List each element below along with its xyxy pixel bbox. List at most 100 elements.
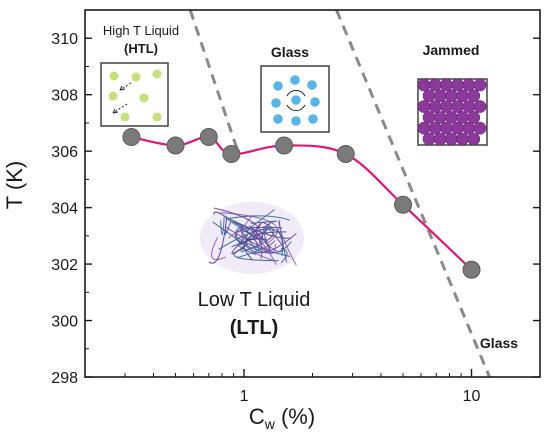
data-point [462,260,481,279]
htl-particle [152,69,162,79]
jammed-particle [462,100,476,113]
jammed-particle [456,132,469,146]
jammed-particle [417,121,431,135]
ltl-fiber [243,231,287,261]
jammed-particle [422,132,436,146]
ltl-fiber [231,234,249,255]
jammed-particle [456,89,469,103]
ltl-inset [200,202,304,274]
jammed-particle [433,89,447,103]
jammed-particle [445,111,458,124]
series-curve [131,135,473,271]
jammed-particle [451,78,464,92]
data-point [166,136,185,155]
htl-particle [131,72,141,82]
ltl-fiber [245,238,267,241]
ltl-fiber [232,220,291,239]
jammed-particle [433,132,447,146]
ltl-fiber [213,211,258,240]
jammed-particle [462,78,476,92]
ltl-fiber [224,225,271,250]
jammed-particle [462,121,476,135]
data-point [122,128,141,147]
glass-particle [291,95,301,105]
jammed-particle [445,89,458,103]
ltl-label: Low T Liquid [198,289,311,311]
jammed-particle [433,111,447,124]
htl-abbrev-label: (HTL) [124,41,158,56]
ltl-fiber [218,228,284,256]
htl-particle [109,71,119,81]
jammed-particle [467,132,481,146]
jammed-particle [467,89,481,103]
jammed-particle [445,132,458,146]
jammed-particle [422,111,436,124]
glass-particle [290,75,300,85]
jammed-particle [440,78,453,92]
data-point [394,195,413,214]
jammed-particle [417,100,431,113]
jammed-particle [417,78,431,92]
y-tick-label: 304 [51,201,78,218]
jammed-particle [428,100,442,113]
glass-particle [273,81,283,91]
ltl-fiber [280,248,288,264]
glass-particle [271,98,281,108]
glass-inset [260,65,330,133]
data-point [222,144,241,163]
glass-particle [310,97,320,107]
glass-particle [273,114,283,124]
y-tick-label: 302 [51,257,78,274]
jammed-particle [456,111,469,124]
jammed-particle [440,121,453,135]
htl-particle [108,91,118,101]
y-tick-label: 310 [51,31,78,48]
ltl-fiber [278,220,297,266]
data-point [275,136,294,155]
glass-particle [308,114,318,124]
y-tick-label: 300 [51,314,78,331]
ltl-fiber [252,232,297,254]
htl-inset [100,62,169,127]
jammed-particle [428,121,442,135]
phase-boundary-line [335,9,491,378]
htl-particle [120,112,130,122]
y-tick-label: 308 [51,88,78,105]
ltl-fiber [225,216,256,239]
ltl-fiber [245,209,275,232]
jammed-particle [440,100,453,113]
x-tick-label: 10 [463,388,481,405]
glass-particle [307,80,317,90]
y-tick-label: 298 [51,370,78,387]
glass-particle [291,116,301,126]
data-point [199,128,218,147]
x-axis-label: Cw (%) [249,404,315,432]
ltl-fiber [213,207,263,239]
jammed-particle [467,111,481,124]
ltl-abbrev-label: (LTL) [230,317,279,339]
jammed-particle [428,78,442,92]
jammed-inset [417,78,488,146]
jammed-particle [473,78,487,92]
plot-frame [84,9,541,378]
jammed-label: Jammed [423,42,480,58]
y-axis-label: T (K) [2,161,27,209]
ltl-fiber [252,237,277,254]
htl-label: High T Liquid [103,23,179,38]
x-tick-label: 1 [240,388,249,405]
phase-boundary-line [188,9,239,149]
ltl-fiber [231,238,255,248]
jammed-particle [451,100,464,113]
htl-particle [139,93,149,103]
glass-top-label: Glass [271,44,309,60]
plot-layer: 298 300 302 304 306 308 310 1 10 [51,9,541,405]
jammed-particle [473,100,487,113]
htl-particle [152,112,162,122]
ltl-fiber [227,215,290,221]
data-point [336,144,355,163]
y-tick-label: 306 [51,144,78,161]
ltl-fiber [220,215,225,235]
ltl-fiber [211,237,226,261]
ltl-fiber [208,216,228,264]
